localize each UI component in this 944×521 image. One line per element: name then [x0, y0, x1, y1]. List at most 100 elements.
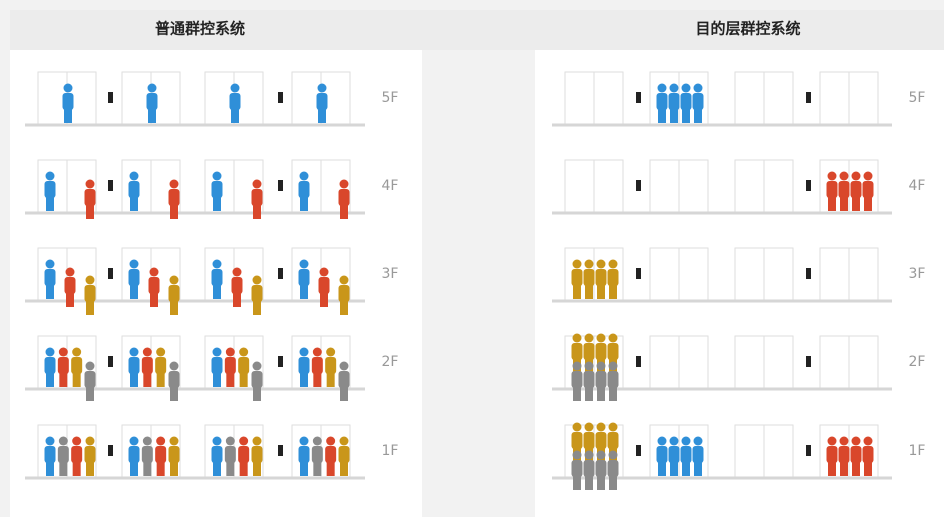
person [851, 437, 862, 477]
person-legs [300, 373, 308, 387]
person-legs [86, 205, 94, 219]
panel-title: 普通群控系统 [155, 20, 245, 38]
person-legs [318, 109, 326, 123]
person-body [58, 357, 69, 374]
person-legs [213, 373, 221, 387]
person [252, 180, 263, 220]
person-head [609, 451, 618, 460]
person [681, 84, 692, 124]
person [225, 437, 236, 477]
person [827, 437, 838, 477]
person-head [682, 437, 691, 446]
person [252, 437, 263, 477]
person-head [64, 84, 73, 93]
person-legs [170, 301, 178, 315]
person-legs [682, 109, 690, 123]
person-body [45, 357, 56, 374]
person-body [839, 446, 850, 463]
person-head [609, 334, 618, 343]
person-body [572, 269, 583, 286]
person [299, 437, 310, 477]
person-head [340, 362, 349, 371]
person-legs [213, 462, 221, 476]
person-body [851, 181, 862, 198]
person-head [59, 437, 68, 446]
person-body [142, 446, 153, 463]
floor-label: 3F [909, 266, 926, 282]
person-legs [130, 285, 138, 299]
person [317, 84, 328, 124]
person-legs [253, 462, 261, 476]
person-head [609, 260, 618, 269]
person-body [608, 371, 619, 388]
person-head [609, 423, 618, 432]
person-body [252, 189, 263, 206]
person [169, 437, 180, 477]
person [608, 260, 619, 300]
person-legs [253, 205, 261, 219]
person [45, 260, 56, 300]
person-body [681, 93, 692, 110]
person-head [658, 84, 667, 93]
call-button [278, 268, 283, 279]
person-body [339, 446, 350, 463]
person-head [86, 180, 95, 189]
person-legs [73, 373, 81, 387]
person-legs [828, 462, 836, 476]
person [71, 437, 82, 477]
person [312, 348, 323, 388]
person-body [584, 460, 595, 477]
person [693, 437, 704, 477]
person [608, 362, 619, 402]
call-button [278, 180, 283, 191]
person-body [693, 93, 704, 110]
person-body [584, 269, 595, 286]
person [657, 84, 668, 124]
person-legs [148, 109, 156, 123]
call-button [636, 445, 641, 456]
person-legs [609, 285, 617, 299]
person-head [46, 437, 55, 446]
person-body [238, 357, 249, 374]
person-legs [864, 462, 872, 476]
person-legs [64, 109, 72, 123]
person [299, 172, 310, 212]
person-head [597, 260, 606, 269]
floor-label: 2F [909, 354, 926, 370]
person-body [45, 446, 56, 463]
person-body [155, 446, 166, 463]
person-body [58, 446, 69, 463]
floor-label: 5F [909, 90, 926, 106]
floor-label: 1F [382, 443, 399, 459]
person-body [169, 446, 180, 463]
person-head [340, 437, 349, 446]
person-head [213, 348, 222, 357]
person-body [212, 446, 223, 463]
person-legs [670, 109, 678, 123]
person [572, 451, 583, 491]
person-body [339, 189, 350, 206]
call-button [108, 268, 113, 279]
person-legs [320, 293, 328, 307]
person-legs [240, 462, 248, 476]
person-legs [73, 462, 81, 476]
panel-title: 目的层群控系统 [695, 20, 800, 38]
person-body [238, 446, 249, 463]
person-head [828, 437, 837, 446]
person-legs [253, 387, 261, 401]
call-button [278, 445, 283, 456]
person-legs [66, 293, 74, 307]
person-legs [852, 462, 860, 476]
person-body [693, 446, 704, 463]
person-head [852, 172, 861, 181]
person-head [170, 437, 179, 446]
call-button [108, 445, 113, 456]
person-body [572, 432, 583, 449]
person-legs [170, 462, 178, 476]
person-body [827, 181, 838, 198]
person-body [312, 446, 323, 463]
person-body [45, 269, 56, 286]
person-head [233, 268, 242, 277]
person-body [147, 93, 158, 110]
person-body [572, 371, 583, 388]
